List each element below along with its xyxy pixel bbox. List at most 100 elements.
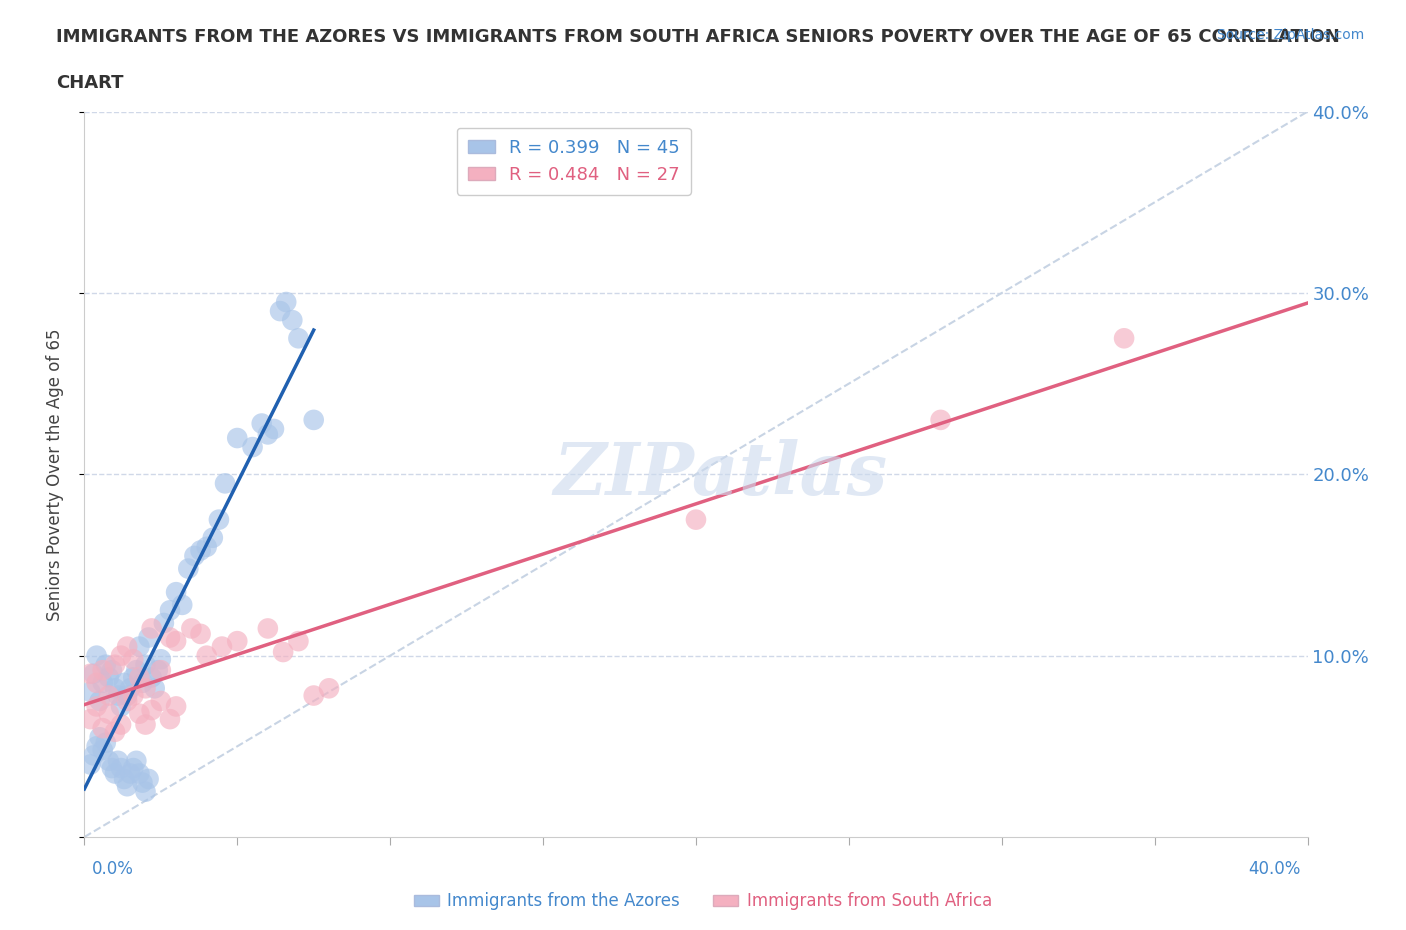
Point bbox=[101, 761, 124, 776]
Point bbox=[685, 512, 707, 527]
Point bbox=[318, 681, 340, 696]
Point bbox=[115, 694, 138, 709]
Point bbox=[128, 766, 150, 781]
Point bbox=[83, 666, 105, 681]
Point bbox=[131, 776, 153, 790]
Legend: Immigrants from the Azores, Immigrants from South Africa: Immigrants from the Azores, Immigrants f… bbox=[408, 885, 998, 917]
Point bbox=[138, 631, 160, 645]
Point bbox=[276, 295, 298, 310]
Point bbox=[257, 621, 280, 636]
Point bbox=[104, 681, 127, 696]
Point bbox=[79, 684, 101, 699]
Point bbox=[159, 603, 181, 618]
Point bbox=[97, 706, 120, 721]
Point bbox=[122, 652, 145, 667]
Point bbox=[125, 663, 148, 678]
Point bbox=[143, 681, 166, 696]
Point bbox=[86, 738, 108, 753]
Point bbox=[112, 772, 135, 787]
Point bbox=[91, 663, 114, 678]
Point bbox=[122, 670, 145, 684]
Point bbox=[287, 633, 309, 648]
Point bbox=[195, 539, 218, 554]
Point bbox=[263, 421, 285, 436]
Point bbox=[86, 699, 108, 714]
Point bbox=[135, 784, 157, 799]
Point bbox=[183, 549, 205, 564]
Point bbox=[141, 703, 163, 718]
Point bbox=[226, 633, 249, 648]
Point bbox=[135, 681, 157, 696]
Point bbox=[929, 413, 952, 428]
Point bbox=[91, 675, 114, 690]
Point bbox=[153, 616, 176, 631]
Point bbox=[141, 670, 163, 684]
Point bbox=[1114, 331, 1136, 346]
Point bbox=[97, 688, 120, 703]
Point bbox=[94, 658, 117, 672]
Point bbox=[271, 644, 294, 659]
Point bbox=[125, 753, 148, 768]
Point bbox=[94, 736, 117, 751]
Point bbox=[122, 761, 145, 776]
Point bbox=[115, 639, 138, 654]
Text: 0.0%: 0.0% bbox=[91, 860, 134, 878]
Point bbox=[110, 761, 132, 776]
Point bbox=[86, 675, 108, 690]
Point bbox=[149, 663, 172, 678]
Legend: R = 0.399   N = 45, R = 0.484   N = 27: R = 0.399 N = 45, R = 0.484 N = 27 bbox=[457, 128, 690, 194]
Y-axis label: Seniors Poverty Over the Age of 65: Seniors Poverty Over the Age of 65 bbox=[45, 328, 63, 620]
Point bbox=[104, 724, 127, 739]
Point bbox=[149, 652, 172, 667]
Point bbox=[104, 766, 127, 781]
Text: Source: ZipAtlas.com: Source: ZipAtlas.com bbox=[1216, 28, 1364, 42]
Point bbox=[165, 585, 187, 600]
Text: ZIPatlas: ZIPatlas bbox=[554, 439, 887, 510]
Point bbox=[159, 631, 181, 645]
Point bbox=[302, 688, 325, 703]
Point bbox=[281, 312, 304, 327]
Point bbox=[165, 633, 187, 648]
Point bbox=[159, 711, 181, 726]
Point bbox=[190, 543, 212, 558]
Point bbox=[208, 512, 231, 527]
Point bbox=[79, 666, 101, 681]
Point bbox=[89, 730, 111, 745]
Point bbox=[165, 699, 187, 714]
Point bbox=[190, 627, 212, 642]
Point bbox=[172, 597, 194, 612]
Text: CHART: CHART bbox=[56, 74, 124, 92]
Point bbox=[110, 648, 132, 663]
Point bbox=[177, 561, 200, 576]
Point bbox=[97, 753, 120, 768]
Point bbox=[115, 688, 138, 703]
Point bbox=[128, 670, 150, 684]
Point bbox=[180, 621, 202, 636]
Point bbox=[242, 440, 264, 455]
Point bbox=[195, 648, 218, 663]
Point bbox=[269, 304, 291, 319]
Point bbox=[83, 748, 105, 763]
Point bbox=[97, 670, 120, 684]
Text: 40.0%: 40.0% bbox=[1249, 860, 1301, 878]
Point bbox=[146, 663, 169, 678]
Point bbox=[226, 431, 249, 445]
Point bbox=[135, 658, 157, 672]
Point bbox=[257, 427, 280, 442]
Point bbox=[201, 530, 224, 545]
Point bbox=[91, 721, 114, 736]
Point bbox=[138, 772, 160, 787]
Point bbox=[79, 757, 101, 772]
Point bbox=[250, 416, 273, 431]
Point bbox=[110, 699, 132, 714]
Text: IMMIGRANTS FROM THE AZORES VS IMMIGRANTS FROM SOUTH AFRICA SENIORS POVERTY OVER : IMMIGRANTS FROM THE AZORES VS IMMIGRANTS… bbox=[56, 28, 1340, 46]
Point bbox=[79, 711, 101, 726]
Point bbox=[104, 658, 127, 672]
Point bbox=[86, 648, 108, 663]
Point bbox=[110, 717, 132, 732]
Point bbox=[107, 753, 129, 768]
Point bbox=[149, 694, 172, 709]
Point bbox=[89, 694, 111, 709]
Point bbox=[131, 675, 153, 690]
Point bbox=[107, 688, 129, 703]
